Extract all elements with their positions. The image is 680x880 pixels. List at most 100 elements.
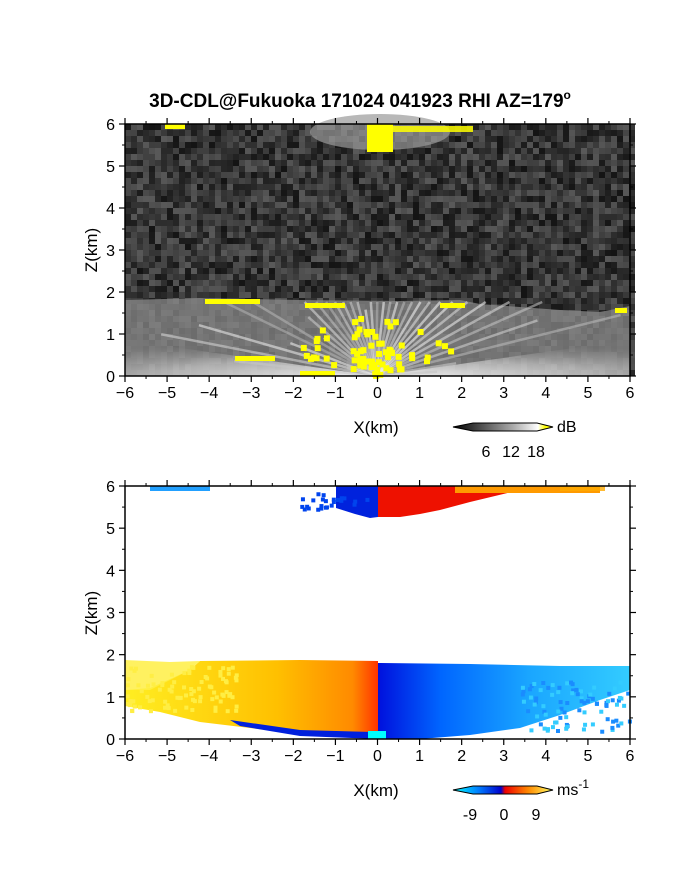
noise-cell — [137, 250, 143, 256]
noise-cell — [503, 184, 509, 190]
noise-cell — [605, 124, 611, 130]
noise-cell — [389, 190, 395, 196]
velocity-speckle-upper — [331, 497, 336, 502]
noise-cell — [305, 274, 311, 280]
noise-cell — [311, 208, 317, 214]
noise-cell — [185, 256, 191, 262]
noise-cell — [143, 130, 149, 136]
noise-cell — [533, 154, 539, 160]
noise-cell — [227, 280, 233, 286]
noise-cell — [563, 280, 569, 286]
noise-cell — [413, 292, 419, 298]
velocity-left-strand — [125, 660, 200, 690]
noise-cell — [533, 268, 539, 274]
noise-cell — [473, 298, 479, 304]
noise-cell — [125, 166, 131, 172]
noise-cell — [161, 292, 167, 298]
noise-cell — [401, 226, 407, 232]
noise-cell — [545, 220, 551, 226]
velocity-speckle-cool — [585, 699, 590, 704]
panel1-xtick-label: −4 — [200, 385, 218, 402]
noise-cell — [311, 280, 317, 286]
noise-cell — [461, 238, 467, 244]
noise-cell — [305, 250, 311, 256]
noise-cell — [239, 286, 245, 292]
noise-cell — [179, 244, 185, 250]
noise-cell — [587, 130, 593, 136]
noise-cell — [551, 256, 557, 262]
noise-cell — [191, 184, 197, 190]
noise-cell — [455, 232, 461, 238]
noise-cell — [419, 196, 425, 202]
noise-cell — [185, 190, 191, 196]
noise-cell — [239, 160, 245, 166]
noise-cell — [221, 292, 227, 298]
noise-cell — [371, 238, 377, 244]
noise-cell — [413, 226, 419, 232]
velocity-speckle-cool — [533, 700, 538, 705]
noise-cell — [431, 286, 437, 292]
strong-echo-cell — [358, 315, 365, 322]
noise-cell — [155, 130, 161, 136]
noise-cell — [191, 256, 197, 262]
noise-cell — [599, 304, 605, 310]
noise-cell — [443, 232, 449, 238]
noise-cell — [449, 238, 455, 244]
strong-echo-cell — [300, 344, 307, 351]
noise-cell — [329, 232, 335, 238]
noise-cell — [365, 202, 371, 208]
velocity-speckle-warm — [131, 699, 136, 704]
noise-cell — [293, 244, 299, 250]
noise-cell — [167, 208, 173, 214]
noise-cell — [461, 154, 467, 160]
noise-cell — [569, 160, 575, 166]
noise-cell — [431, 238, 437, 244]
noise-cell — [137, 226, 143, 232]
noise-cell — [371, 274, 377, 280]
noise-cell — [407, 256, 413, 262]
noise-cell — [497, 292, 503, 298]
noise-cell — [383, 160, 389, 166]
noise-cell — [137, 148, 143, 154]
noise-cell — [257, 208, 263, 214]
noise-cell — [551, 268, 557, 274]
noise-cell — [581, 184, 587, 190]
noise-cell — [269, 202, 275, 208]
noise-cell — [395, 226, 401, 232]
noise-cell — [425, 256, 431, 262]
noise-cell — [527, 172, 533, 178]
noise-cell — [551, 130, 557, 136]
noise-cell — [347, 220, 353, 226]
strong-echo-cell — [331, 362, 338, 369]
noise-cell — [305, 142, 311, 148]
colorbar-grey-tick-18: 18 — [527, 444, 545, 461]
noise-cell — [137, 202, 143, 208]
velocity-speckle-cool — [570, 691, 575, 696]
noise-cell — [485, 178, 491, 184]
panel1-xtick-label: −3 — [242, 385, 260, 402]
noise-cell — [437, 172, 443, 178]
noise-cell — [287, 292, 293, 298]
velocity-speckle-cool — [619, 721, 624, 726]
noise-cell — [323, 256, 329, 262]
noise-cell — [359, 166, 365, 172]
noise-cell — [503, 124, 509, 130]
noise-cell — [533, 220, 539, 226]
noise-cell — [197, 160, 203, 166]
noise-cell — [125, 286, 131, 292]
noise-cell — [143, 154, 149, 160]
noise-cell — [545, 232, 551, 238]
noise-cell — [149, 280, 155, 286]
noise-cell — [569, 238, 575, 244]
noise-cell — [179, 226, 185, 232]
noise-cell — [551, 250, 557, 256]
noise-cell — [215, 184, 221, 190]
velocity-speckle-cool — [575, 692, 580, 697]
noise-cell — [233, 268, 239, 274]
noise-cell — [233, 202, 239, 208]
noise-cell — [611, 184, 617, 190]
noise-cell — [323, 250, 329, 256]
noise-cell — [551, 292, 557, 298]
noise-cell — [251, 286, 257, 292]
velocity-speckle-warm — [125, 694, 130, 699]
